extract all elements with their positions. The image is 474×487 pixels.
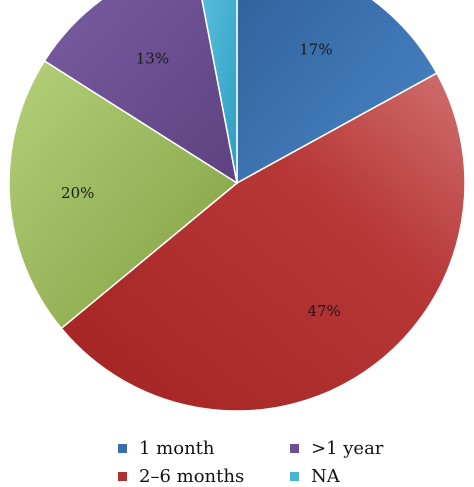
legend-swatch (290, 472, 299, 481)
pie-slice (201, 0, 238, 184)
legend-label: 2–6 months (139, 466, 245, 487)
legend: 1 month >1 year 2–6 months NA (0, 436, 474, 487)
legend-swatch (118, 472, 127, 481)
pie-labels: 17% 47% 20% 13% (61, 41, 341, 321)
pie-slice (8, 59, 239, 330)
pie-slice (236, 0, 438, 185)
slice-value-label: 47% (307, 302, 340, 320)
legend-label: >1 year (311, 438, 384, 459)
legend-item-2: >1 year (290, 438, 383, 459)
legend-item-4: NA (290, 466, 340, 487)
pie-chart: 17% 47% 20% 13% (8, 0, 466, 412)
legend-item-1: 1 month (118, 438, 215, 459)
legend-item-3: 2–6 months (118, 466, 244, 487)
legend-label: 1 month (139, 438, 215, 459)
legend-label: NA (311, 466, 340, 487)
pie-slice (60, 72, 466, 412)
pie-slices (8, 0, 466, 412)
pie-slice (43, 0, 239, 185)
legend-swatch (290, 444, 299, 453)
slice-value-label: 13% (136, 50, 169, 68)
legend-swatch (118, 444, 127, 453)
slice-value-label: 17% (299, 41, 332, 59)
slice-value-label: 20% (61, 184, 94, 202)
